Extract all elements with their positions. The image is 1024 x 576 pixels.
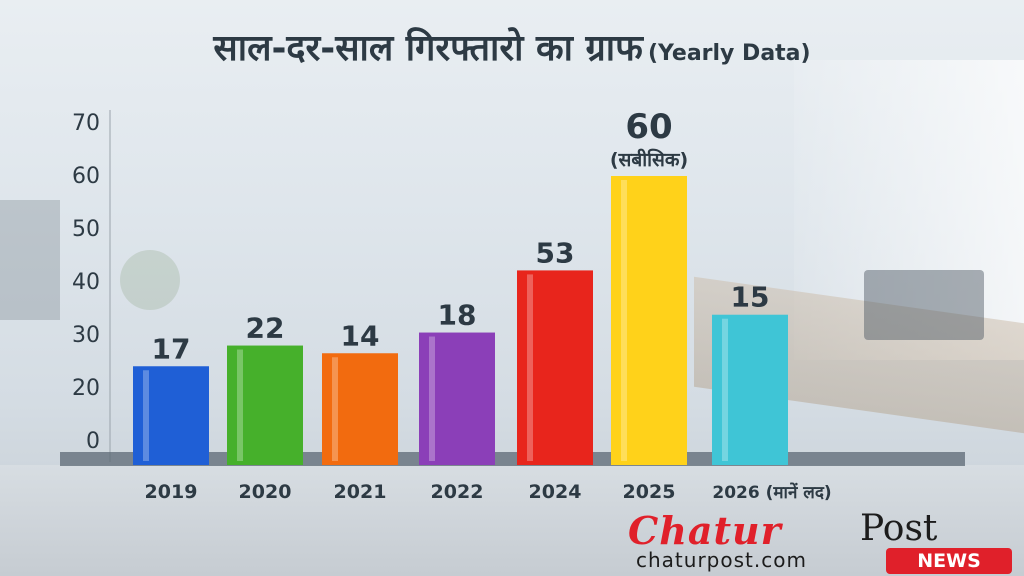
x-tick-label: 2025 (623, 481, 676, 503)
x-tick-label: 2026 (मानें लद) (712, 482, 831, 503)
bar-value-label: 60 (625, 107, 672, 147)
x-tick-label: 2021 (334, 481, 387, 503)
chart-title: साल-दर-साल गिरफ्तारो का ग्राफ (Yearly Da… (0, 22, 1024, 71)
brand-logo: Chatur Post chaturpost.com NEWS (628, 508, 1014, 574)
bar-value-label: 14 (341, 319, 380, 352)
y-tick-label: 50 (72, 217, 100, 242)
bar-value-label: 53 (536, 236, 575, 269)
bar (712, 314, 788, 465)
chart-title-main: साल-दर-साल गिरफ्तारो का ग्राफ (213, 28, 643, 69)
bar-highlight (237, 349, 243, 461)
bar-highlight (621, 180, 627, 461)
logo-word-chatur: Chatur (628, 508, 782, 553)
y-tick-label: 0 (86, 429, 100, 454)
bar (133, 366, 209, 465)
background-floor (0, 465, 1024, 576)
background-laptop (864, 270, 984, 340)
bar-value-label: 15 (731, 281, 770, 314)
bar-highlight (332, 357, 338, 461)
bar (611, 176, 687, 465)
bar-annotation: (सबीसिक) (610, 148, 688, 171)
y-tick-label: 70 (72, 111, 100, 136)
bar-highlight (143, 370, 149, 461)
bar-value-label: 22 (246, 312, 285, 345)
logo-url: chaturpost.com (636, 548, 807, 572)
bar (419, 332, 495, 465)
background-shelf (0, 200, 60, 320)
y-tick-label: 60 (72, 164, 100, 189)
x-tick-label: 2022 (431, 481, 484, 503)
chart-title-sub: (Yearly Data) (647, 41, 811, 66)
bar-highlight (722, 318, 728, 461)
x-tick-label: 2024 (529, 481, 582, 503)
y-tick-label: 20 (72, 376, 100, 401)
logo-news-badge: NEWS (886, 548, 1012, 574)
bar-highlight (527, 274, 533, 461)
y-tick-label: 40 (72, 270, 100, 295)
background-plant (120, 250, 180, 310)
y-tick-label: 30 (72, 323, 100, 348)
bar-value-label: 17 (152, 332, 191, 365)
bar (227, 345, 303, 465)
bar-value-label: 18 (438, 299, 477, 332)
logo-word-post: Post (860, 508, 938, 549)
x-tick-label: 2020 (239, 481, 292, 503)
bar (517, 270, 593, 465)
bar-highlight (429, 336, 435, 461)
x-tick-label: 2019 (145, 481, 198, 503)
bar (322, 353, 398, 465)
